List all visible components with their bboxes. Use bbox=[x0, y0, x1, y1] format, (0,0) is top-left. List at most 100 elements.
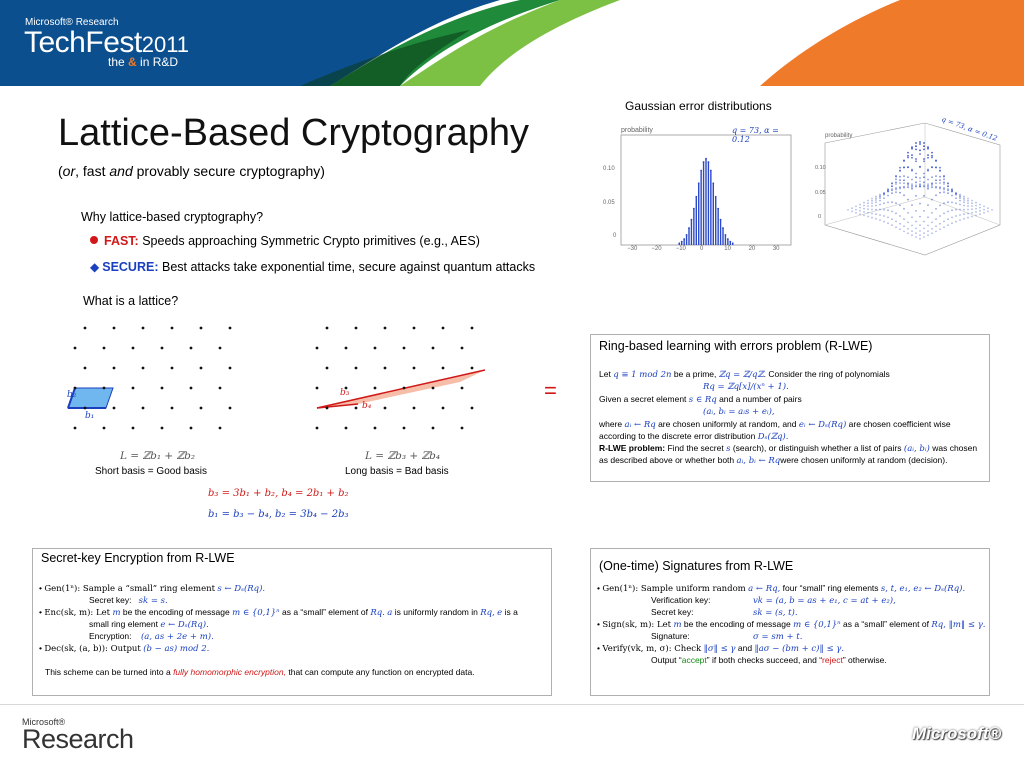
lattice-point bbox=[102, 386, 106, 390]
surface-point bbox=[939, 175, 941, 178]
surface-point bbox=[943, 183, 945, 185]
surface-point bbox=[915, 184, 917, 187]
surface-point bbox=[923, 220, 925, 223]
lattice-point bbox=[470, 326, 474, 330]
gaussian-2d-chart: probability q = 73, α = 0.12 0.10 0.05 0… bbox=[597, 122, 797, 257]
surface-point bbox=[923, 195, 925, 197]
surface-point bbox=[947, 182, 949, 184]
surface-point bbox=[903, 186, 905, 188]
sig-signature: Signature: σ = sm + t. bbox=[651, 631, 803, 642]
lattice-point bbox=[218, 346, 222, 350]
right-lattice-caption: Long basis = Bad basis bbox=[345, 466, 449, 477]
surface-point bbox=[899, 186, 901, 189]
surface-point bbox=[875, 213, 877, 216]
surface-point bbox=[927, 147, 929, 150]
sig-vk: Verification key: vk = (a, b = as + e₁, c… bbox=[651, 595, 896, 606]
surface-point bbox=[867, 202, 869, 205]
surface-point bbox=[935, 187, 937, 189]
page-title: Lattice-Based Cryptography bbox=[58, 112, 530, 154]
surface-point bbox=[935, 179, 937, 182]
gauss-bar-tip bbox=[717, 207, 720, 210]
ske-title: Secret-key Encryption from R-LWE bbox=[41, 551, 235, 565]
surface-point bbox=[895, 220, 897, 223]
surface-point bbox=[975, 207, 977, 210]
techfest-tagline: the & in R&D bbox=[108, 55, 178, 69]
surface-point bbox=[915, 142, 917, 144]
surface-point bbox=[911, 216, 913, 219]
header-shapes bbox=[0, 0, 1024, 86]
surface-point bbox=[903, 194, 905, 197]
surface-point bbox=[923, 158, 925, 160]
gauss-bar-tip bbox=[707, 161, 710, 163]
surface-point bbox=[919, 185, 921, 188]
basis-vector-b3 bbox=[316, 369, 486, 409]
surface-point bbox=[871, 205, 873, 207]
surface-point bbox=[955, 192, 957, 195]
gauss-bar-tip bbox=[729, 240, 732, 243]
surface-point bbox=[915, 185, 917, 188]
surface-point bbox=[851, 207, 853, 210]
blue-diamond-icon: ◆ bbox=[90, 260, 100, 274]
lattice-point bbox=[383, 326, 387, 330]
surface-point bbox=[911, 184, 913, 187]
gauss-xtick: 20 bbox=[748, 246, 756, 252]
surface-point bbox=[927, 169, 929, 172]
lattice-point bbox=[373, 426, 377, 430]
lattice-point bbox=[354, 366, 358, 370]
lattice-point bbox=[73, 426, 77, 430]
surface-point bbox=[931, 182, 933, 185]
surface-point bbox=[919, 234, 921, 237]
lattice-point bbox=[344, 346, 348, 350]
surface-point bbox=[923, 236, 925, 238]
surface-point bbox=[855, 205, 857, 208]
lattice-point bbox=[344, 426, 348, 430]
surface-point bbox=[891, 192, 893, 195]
surface-point bbox=[883, 197, 885, 199]
surface-point bbox=[899, 170, 901, 172]
surface-point bbox=[935, 182, 937, 185]
gauss-bar-tip bbox=[705, 157, 707, 160]
surface-point bbox=[919, 237, 921, 240]
surface-point bbox=[959, 194, 961, 197]
surface-point bbox=[967, 197, 969, 200]
surface-point bbox=[915, 172, 917, 175]
surface-point bbox=[903, 230, 905, 233]
surface-point bbox=[883, 215, 885, 217]
surface-point bbox=[923, 145, 925, 148]
surface-point bbox=[859, 203, 861, 206]
surface-point bbox=[907, 166, 909, 168]
gauss-bar-tip bbox=[726, 238, 729, 240]
surface-point bbox=[927, 156, 929, 159]
surface-point bbox=[891, 224, 893, 227]
surface-point bbox=[931, 212, 933, 214]
surface-point bbox=[883, 192, 885, 195]
lattice-point bbox=[112, 326, 116, 330]
surface-point bbox=[875, 204, 877, 207]
surface-point bbox=[903, 182, 905, 185]
lattice-point bbox=[199, 366, 203, 370]
surface-point bbox=[907, 176, 909, 179]
surface-point bbox=[883, 220, 885, 223]
surface-point bbox=[943, 220, 945, 223]
surface-point bbox=[923, 172, 925, 175]
lattice-point bbox=[412, 326, 416, 330]
surface-point bbox=[883, 202, 885, 205]
surface-point bbox=[951, 189, 953, 192]
surface-point bbox=[899, 215, 901, 217]
right-lattice-formula: L = ℤb₃ + ℤb₄ bbox=[365, 450, 441, 462]
surface-point bbox=[915, 195, 917, 197]
gauss-bar-tip bbox=[724, 233, 727, 236]
ske-enc-3: Encryption: (a, as + 2e + m). bbox=[89, 631, 214, 642]
surface-point bbox=[879, 195, 881, 198]
surface-point bbox=[951, 209, 953, 212]
tag-amp: & bbox=[128, 55, 137, 69]
surface-point bbox=[947, 185, 949, 188]
lattice-point bbox=[83, 366, 87, 370]
surface-point bbox=[879, 194, 881, 197]
red-dot-icon bbox=[90, 236, 98, 244]
lattice-point bbox=[218, 386, 222, 390]
surface-point bbox=[979, 213, 981, 215]
surface-point bbox=[919, 165, 921, 168]
subtitle-or: or bbox=[62, 163, 76, 179]
surface-point bbox=[923, 148, 925, 151]
